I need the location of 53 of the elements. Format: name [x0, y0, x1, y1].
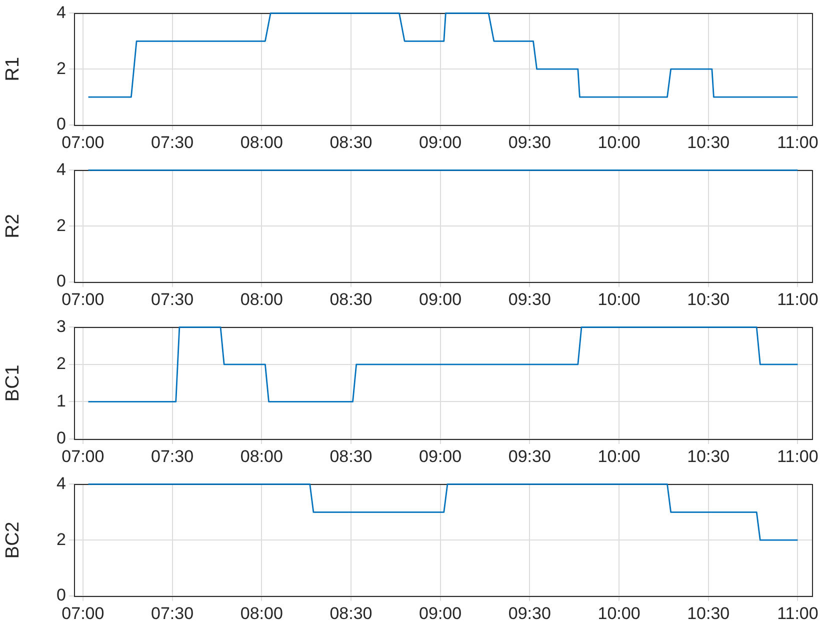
y-axis-title: BC1: [2, 364, 24, 402]
x-tick-label: 08:00: [240, 446, 283, 466]
y-tick-label: 0: [56, 272, 66, 291]
x-tick-label: 08:30: [330, 290, 372, 309]
y-tick-label: 1: [56, 391, 66, 410]
x-tick-label: 10:00: [598, 132, 640, 152]
x-tick-label: 09:00: [419, 446, 462, 466]
y-tick-label: 0: [56, 428, 66, 448]
x-tick-label: 07:30: [151, 604, 194, 623]
x-tick-label: 08:30: [330, 446, 372, 466]
x-tick-label: 09:00: [419, 132, 462, 152]
x-tick-label: 11:00: [777, 132, 818, 152]
y-axis-title: R2: [2, 214, 24, 238]
x-tick-label: 10:00: [598, 290, 640, 309]
y-tick-label: 2: [56, 58, 66, 78]
y-tick-label: 2: [56, 530, 66, 549]
x-tick-label: 09:30: [508, 446, 551, 466]
y-tick-label: 4: [56, 2, 66, 22]
x-tick-label: 10:00: [598, 604, 640, 623]
y-tick-label: 3: [56, 316, 66, 336]
x-tick-label: 07:00: [62, 132, 104, 152]
y-axis-title: BC2: [2, 522, 24, 559]
x-tick-label: 08:00: [240, 132, 283, 152]
x-tick-label: 09:30: [508, 290, 551, 309]
x-tick-label: 08:30: [330, 604, 372, 623]
x-tick-label: 08:30: [330, 132, 372, 152]
x-tick-label: 07:00: [62, 290, 104, 309]
y-tick-label: 4: [56, 474, 66, 493]
y-tick-label: 2: [56, 354, 66, 374]
y-tick-label: 0: [56, 586, 66, 605]
x-tick-label: 11:00: [777, 446, 818, 466]
y-tick-label: 2: [56, 216, 66, 235]
x-tick-label: 07:30: [151, 290, 194, 309]
x-tick-label: 09:30: [508, 604, 551, 623]
x-tick-label: 11:00: [777, 290, 818, 309]
x-tick-label: 10:00: [598, 446, 640, 466]
y-tick-label: 4: [56, 160, 66, 179]
x-tick-label: 08:00: [240, 604, 283, 623]
x-tick-label: 10:30: [687, 446, 730, 466]
y-tick-label: 0: [56, 114, 66, 134]
x-tick-label: 07:30: [151, 132, 194, 152]
x-tick-label: 09:00: [419, 290, 462, 309]
y-axis-title: R1: [2, 56, 24, 82]
x-tick-label: 10:30: [687, 604, 730, 623]
x-tick-label: 11:00: [777, 604, 818, 623]
x-tick-label: 09:00: [419, 604, 462, 623]
x-tick-label: 08:00: [240, 290, 283, 309]
x-tick-label: 07:00: [62, 604, 104, 623]
x-tick-label: 07:00: [62, 446, 104, 466]
x-tick-label: 09:30: [508, 132, 551, 152]
x-tick-label: 07:30: [151, 446, 194, 466]
x-tick-label: 10:30: [687, 290, 730, 309]
x-tick-label: 10:30: [687, 132, 730, 152]
